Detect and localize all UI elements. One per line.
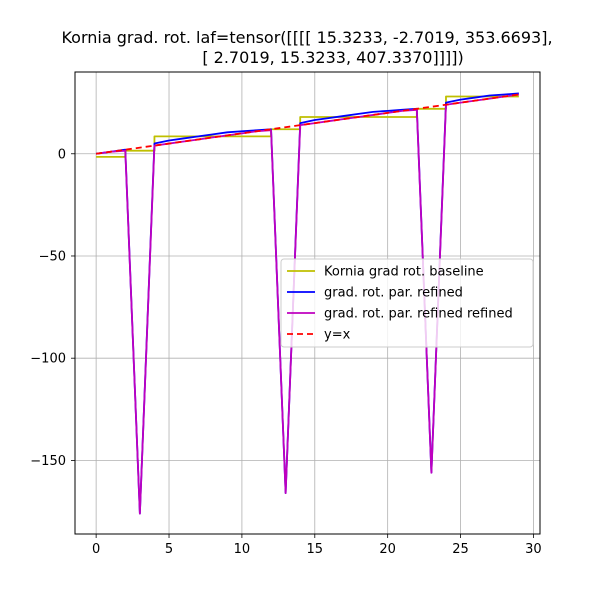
chart-title-line-2: [ 2.7019, 15.3233, 407.3370]]]]) <box>202 48 463 67</box>
plot-frame <box>74 71 541 535</box>
legend-label-4: y=x <box>324 328 351 343</box>
series-line-4 <box>96 93 519 155</box>
legend-label-1: Kornia grad rot. baseline <box>324 265 484 280</box>
y-tick-label: −150 <box>30 454 66 469</box>
x-tick-label: 15 <box>307 542 324 557</box>
x-tick-label: 0 <box>92 542 100 557</box>
axes: 0 5 10 15 20 25 30 0 −50 −100 −150 <box>30 147 541 557</box>
chart-title-line-1: Kornia grad. rot. laf=tensor([[[[ 15.323… <box>61 28 552 47</box>
x-tick-label: 10 <box>234 542 251 557</box>
y-tick-label: −100 <box>30 352 66 367</box>
x-tick-label: 30 <box>525 542 542 557</box>
series-line-1 <box>96 95 519 158</box>
legend-label-2: grad. rot. par. refined <box>324 286 463 301</box>
chart-title: Kornia grad. rot. laf=tensor([[[[ 15.323… <box>61 28 552 67</box>
x-tick-label: 5 <box>165 542 173 557</box>
legend-box <box>280 258 534 348</box>
plot-series <box>96 92 519 515</box>
x-tick-label: 25 <box>452 542 469 557</box>
series-line-2 <box>96 92 519 515</box>
legend-label-3: grad. rot. par. refined refined <box>324 307 513 322</box>
x-tick-label: 20 <box>379 542 396 557</box>
legend: Kornia grad rot. baseline grad. rot. par.… <box>280 258 534 348</box>
y-tick-label: 0 <box>58 147 66 162</box>
y-tick-label: −50 <box>39 249 66 264</box>
